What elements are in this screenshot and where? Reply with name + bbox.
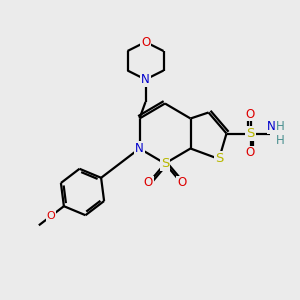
Text: S: S xyxy=(246,127,255,140)
Text: O: O xyxy=(46,211,55,221)
Text: S: S xyxy=(215,152,223,166)
Text: O: O xyxy=(177,176,186,190)
Text: N: N xyxy=(267,120,276,134)
Text: N: N xyxy=(141,73,150,86)
Text: H: H xyxy=(276,134,285,147)
Text: O: O xyxy=(144,176,153,190)
Text: N: N xyxy=(135,142,144,155)
Text: S: S xyxy=(161,157,169,170)
Text: O: O xyxy=(141,35,150,49)
Text: O: O xyxy=(246,107,255,121)
Text: O: O xyxy=(246,146,255,160)
Text: H: H xyxy=(276,120,285,134)
